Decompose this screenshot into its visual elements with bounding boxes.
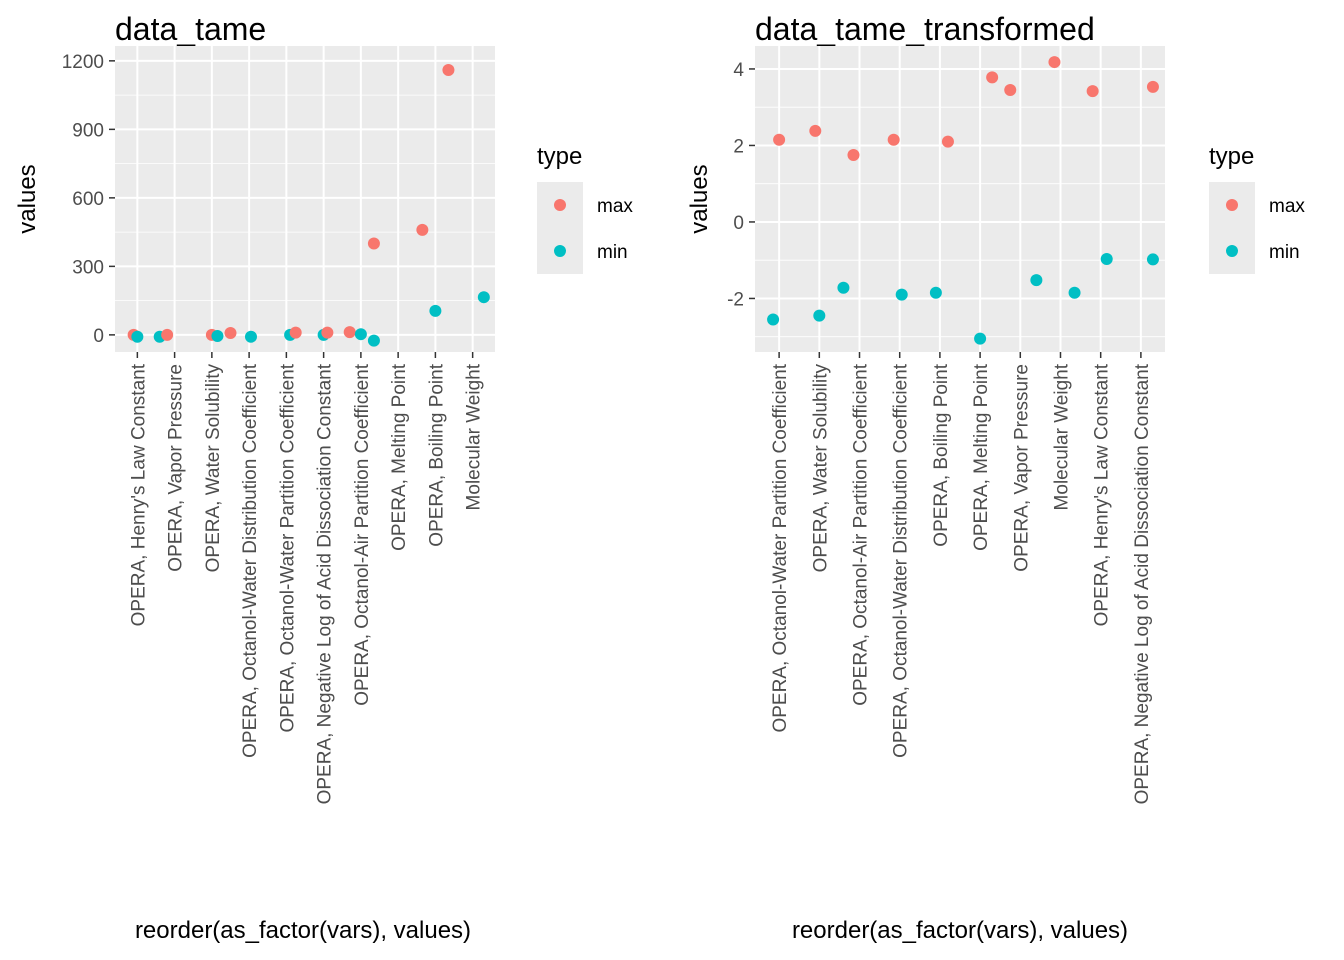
chart-title: data_tame_transformed	[755, 11, 1095, 47]
data-point-max	[442, 63, 455, 76]
data-point-min	[211, 330, 224, 343]
data-point-min	[895, 288, 908, 301]
data-point-min	[767, 313, 780, 326]
legend: type max min	[537, 143, 633, 274]
legend-label-max: max	[1269, 196, 1305, 217]
data-point-max	[1004, 83, 1017, 96]
x-tick-label: OPERA, Melting Point	[389, 363, 410, 551]
legend-label-min: min	[1269, 242, 1300, 263]
y-tick-label: 2	[733, 136, 744, 157]
x-tick-label: OPERA, Octanol-Air Partition Coefficient	[851, 363, 872, 706]
x-tick-label: OPERA, Octanol-Water Distribution Coeffi…	[891, 363, 912, 758]
y-tick-label: 4	[733, 60, 744, 81]
y-tick-label: 600	[72, 189, 104, 210]
x-tick-label: OPERA, Octanol-Water Partition Coefficie…	[277, 363, 298, 732]
y-axis-label: values	[686, 164, 713, 233]
data-point-max	[343, 326, 356, 339]
data-point-min	[429, 304, 442, 317]
y-axis-label: values	[14, 164, 41, 233]
legend-marker-max	[1226, 199, 1238, 211]
x-tick-label: Molecular Weight	[464, 363, 485, 510]
data-point-min	[974, 332, 987, 345]
data-point-max	[1086, 85, 1099, 98]
data-point-max	[941, 135, 954, 148]
data-point-max	[887, 133, 900, 146]
legend-marker-max	[554, 199, 566, 211]
data-point-min	[1100, 253, 1113, 266]
x-tick-label: OPERA, Octanol-Water Partition Coefficie…	[770, 363, 791, 732]
x-tick-label: OPERA, Water Solubility	[203, 364, 224, 573]
x-tick-label: OPERA, Boiling Point	[426, 363, 447, 546]
data-point-min	[354, 328, 367, 341]
legend-marker-min	[554, 245, 566, 257]
x-tick-label: OPERA, Vapor Pressure	[166, 364, 187, 572]
x-tick-label: OPERA, Water Solubility	[810, 364, 831, 573]
x-tick-label: OPERA, Boiling Point	[931, 363, 952, 546]
x-tick-label: OPERA, Henry's Law Constant	[1092, 363, 1113, 626]
data-point-min	[131, 330, 144, 343]
data-point-max	[161, 328, 174, 341]
legend: type max min	[1209, 143, 1305, 274]
data-point-min	[837, 281, 850, 294]
x-tick-label: OPERA, Octanol-Air Partition Coefficient	[352, 363, 373, 706]
data-point-min	[929, 286, 942, 299]
data-point-min	[1068, 286, 1081, 299]
data-point-max	[289, 326, 302, 339]
legend-title: type	[537, 143, 582, 170]
x-tick-label: OPERA, Henry's Law Constant	[128, 363, 149, 626]
data-point-max	[773, 133, 786, 146]
y-tick-label: 1200	[62, 52, 104, 73]
y-tick-label: 0	[93, 326, 104, 347]
data-point-min	[477, 291, 490, 304]
x-axis-label: reorder(as_factor(vars), values)	[792, 917, 1128, 944]
data-point-max	[847, 149, 860, 162]
data-point-max	[224, 327, 237, 340]
y-tick-label: 300	[72, 257, 104, 278]
x-tick-label: OPERA, Octanol-Water Distribution Coeffi…	[240, 363, 261, 758]
data-point-min	[367, 334, 380, 347]
x-axis-label: reorder(as_factor(vars), values)	[135, 917, 471, 944]
x-tick-label: Molecular Weight	[1051, 363, 1072, 510]
data-point-min	[1030, 274, 1043, 287]
data-point-max	[986, 71, 999, 84]
data-point-max	[1146, 80, 1159, 93]
data-point-min	[813, 309, 826, 322]
chart-panel-2: data_tame_transformed -2 0 2 4 OPERA, Octanol…	[686, 11, 1305, 944]
x-tick-label: OPERA, Negative Log of Acid Dissociation…	[1132, 363, 1153, 804]
y-tick-label: 0	[733, 213, 744, 234]
data-point-max	[367, 237, 380, 250]
plot-panel	[755, 46, 1165, 352]
data-point-min	[1146, 253, 1159, 266]
chart-panel-1: data_tame 0 300 600 900 1200 OPERA, Henry's La…	[14, 11, 633, 944]
x-tick-label: OPERA, Vapor Pressure	[1011, 364, 1032, 572]
legend-label-min: min	[597, 242, 628, 263]
legend-marker-min	[1226, 245, 1238, 257]
chart-title: data_tame	[115, 11, 266, 47]
data-point-max	[321, 326, 334, 339]
x-tick-label: OPERA, Melting Point	[971, 363, 992, 551]
y-tick-label: -2	[727, 289, 744, 310]
data-point-min	[244, 330, 257, 343]
legend-label-max: max	[597, 196, 633, 217]
legend-title: type	[1209, 143, 1254, 170]
data-point-max	[809, 124, 822, 137]
data-point-max	[1048, 56, 1061, 69]
y-tick-label: 900	[72, 120, 104, 141]
x-tick-label: OPERA, Negative Log of Acid Dissociation…	[315, 363, 336, 804]
data-point-max	[416, 223, 429, 236]
